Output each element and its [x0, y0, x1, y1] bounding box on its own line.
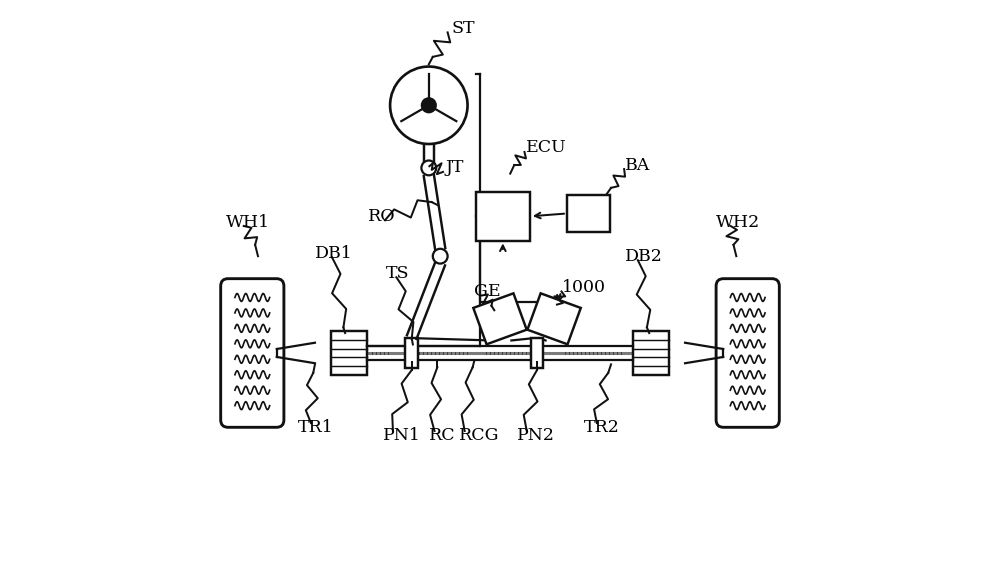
Text: PN2: PN2 — [517, 427, 555, 444]
Bar — [331, 331, 367, 375]
Circle shape — [433, 249, 448, 263]
Text: JT: JT — [446, 159, 464, 177]
FancyBboxPatch shape — [716, 279, 779, 427]
Polygon shape — [473, 293, 527, 344]
Text: ECU: ECU — [526, 140, 566, 156]
Polygon shape — [527, 293, 581, 344]
Text: DB2: DB2 — [625, 248, 663, 264]
Text: WH2: WH2 — [716, 213, 761, 231]
Text: PN1: PN1 — [383, 427, 421, 444]
Bar — [531, 338, 543, 368]
Text: DB1: DB1 — [315, 245, 353, 262]
Bar — [567, 195, 610, 232]
Text: RCG: RCG — [459, 427, 500, 444]
Text: RC: RC — [429, 427, 455, 444]
Text: TR2: TR2 — [584, 419, 620, 435]
Bar — [633, 331, 669, 375]
Text: 1000: 1000 — [562, 279, 606, 296]
Text: WH1: WH1 — [226, 213, 270, 231]
Bar — [405, 338, 418, 368]
Text: RO: RO — [368, 208, 396, 225]
Text: TS: TS — [386, 264, 410, 282]
Bar — [476, 192, 530, 240]
Text: GE: GE — [474, 283, 501, 300]
Circle shape — [422, 98, 436, 112]
Text: BA: BA — [625, 156, 651, 174]
Circle shape — [421, 160, 436, 175]
Circle shape — [390, 67, 468, 144]
FancyBboxPatch shape — [221, 279, 284, 427]
Text: TR1: TR1 — [298, 419, 334, 435]
Text: ST: ST — [452, 20, 475, 37]
